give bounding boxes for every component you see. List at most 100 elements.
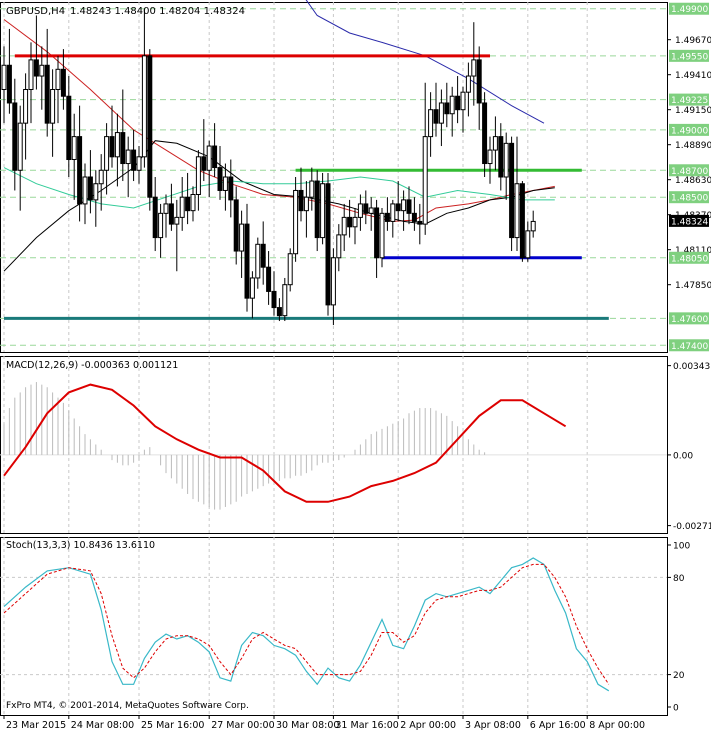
candle-body [104, 136, 110, 171]
candle-body [487, 149, 493, 165]
candle-body [433, 109, 439, 124]
candle-body [163, 203, 169, 214]
level-label: 1.49000 [671, 126, 708, 136]
time-tick-label: 8 Apr 00:00 [589, 720, 645, 731]
candle-body [82, 176, 88, 205]
time-tick-label: 3 Apr 08:00 [465, 720, 521, 731]
candle-body [98, 169, 104, 185]
candle-body [131, 149, 137, 171]
candle-body [60, 68, 66, 97]
candle-body [17, 122, 23, 171]
candle-body [406, 199, 412, 214]
stochastic-title: Stoch(13,3,3) 10.8436 13.6110 [6, 540, 155, 551]
candle-body [44, 64, 50, 124]
level-label-box [669, 2, 709, 15]
candle-body [374, 207, 380, 259]
candle-body [23, 89, 29, 124]
candle-body [195, 156, 201, 195]
level-label: 1.48700 [671, 167, 708, 177]
candle-body [368, 207, 374, 214]
time-tick-label: 6 Apr 16:00 [530, 720, 586, 731]
candle-body [438, 102, 444, 124]
candle-body [525, 230, 531, 259]
candle-body [357, 203, 363, 218]
symbol-label: GBPUSD,H4 [6, 6, 65, 17]
copyright-label: FxPro MT4, © 2001-2014, MetaQuotes Softw… [6, 701, 249, 711]
candle-body [530, 220, 536, 232]
candle-body [39, 64, 45, 77]
level-label: 1.49900 [671, 5, 708, 15]
candle-body [249, 277, 255, 299]
stochastic-signal-line [3, 563, 610, 685]
candle-body [71, 136, 77, 161]
candle-body [120, 132, 126, 165]
stochastic-panel [0, 557, 667, 692]
candle-body [379, 212, 385, 259]
price-tick-label: 1.48630 [675, 176, 711, 186]
stochastic-tick-label: 0 [673, 704, 679, 714]
stochastic-frame [0, 537, 668, 716]
price-tick-label: 1.49410 [675, 71, 711, 81]
candle-body [222, 176, 228, 191]
candle-body [282, 284, 288, 317]
time-tick-label: 2 Apr 00:00 [400, 720, 456, 731]
candle-body [260, 243, 266, 268]
price-axis: 1.49670 1.49410 1.49150 1.48890 1.48630 1.483… [667, 2, 711, 714]
candle-body [330, 257, 336, 306]
candle-body [77, 136, 83, 205]
candle-body [179, 196, 185, 218]
price-tick-label: 1.47850 [675, 281, 711, 291]
candle-body [476, 59, 482, 104]
level-label-box [669, 251, 709, 264]
candle-body [298, 189, 304, 212]
level-label-box [669, 123, 709, 136]
candle-body [384, 212, 390, 222]
candle-body [455, 95, 461, 111]
price-tick-label: 1.48110 [675, 246, 711, 256]
candle-body [314, 180, 320, 239]
candle-body [255, 243, 261, 279]
time-tick-label: 23 Mar 2015 [6, 720, 66, 731]
candle-body [352, 216, 358, 228]
candle-body [266, 266, 272, 292]
stochastic-tick-label: 80 [673, 574, 685, 584]
candle-body [503, 142, 509, 178]
stochastic-main-line [3, 557, 610, 692]
level-label: 1.49550 [671, 52, 708, 62]
candle-body [174, 216, 180, 225]
candle-body [147, 55, 153, 198]
candle-body [395, 203, 401, 212]
current-price-label: 1.48324 [671, 217, 708, 227]
level-label: 1.47600 [671, 315, 708, 325]
candle-body [492, 136, 498, 151]
candle-body [93, 183, 99, 201]
macd-title: MACD(12,26,9) -0.000363 0.001121 [6, 360, 178, 371]
candle-body [336, 234, 342, 259]
price-tick-label: 1.48890 [675, 141, 711, 151]
candle-body [158, 212, 164, 239]
level-label-box [669, 339, 709, 352]
candle-body [401, 199, 407, 212]
candle-body [271, 290, 277, 309]
candle-body [498, 136, 504, 178]
candle-body [125, 149, 131, 165]
candle-body [422, 136, 428, 225]
candle-body [363, 203, 369, 214]
candle-body [303, 196, 309, 212]
candle-body [190, 194, 196, 212]
price-panel [1, 0, 609, 326]
candle-body [168, 203, 174, 225]
candle-body [428, 109, 434, 138]
level-label: 1.48050 [671, 254, 708, 264]
candle-body [293, 189, 299, 255]
candle-body [309, 180, 315, 198]
candle-body [1, 64, 7, 91]
candle-body [471, 59, 477, 77]
stochastic-tick-label: 20 [673, 671, 685, 681]
level-label-box [669, 312, 709, 325]
candle-body [141, 55, 147, 158]
candle-body [6, 64, 12, 104]
candle-body [109, 136, 115, 158]
